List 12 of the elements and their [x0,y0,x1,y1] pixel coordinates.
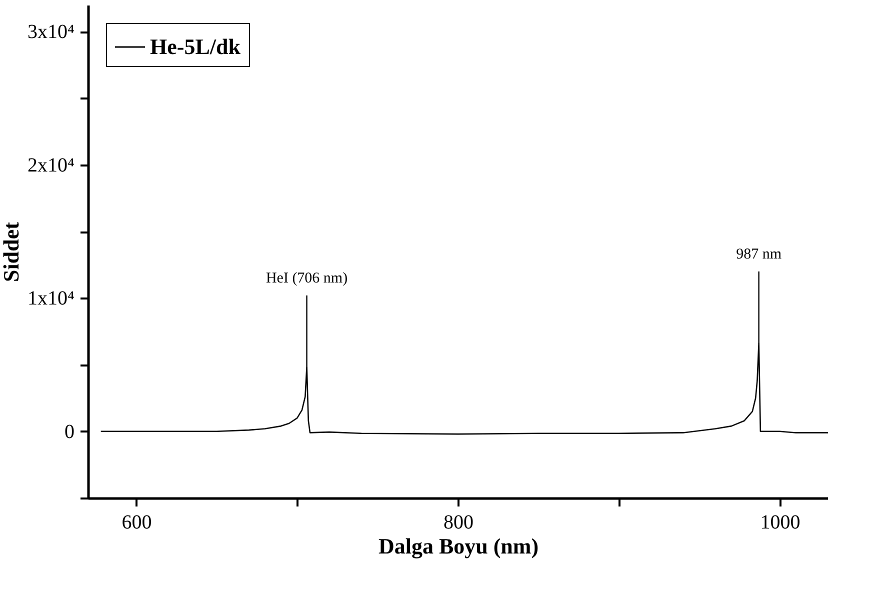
y-tick-label: 2x10⁴ [28,154,75,176]
y-tick-label: 0 [64,420,74,443]
x-tick-label: 800 [444,512,474,534]
y-tick-label: 3x10⁴ [28,21,75,44]
x-tick-label: 600 [122,512,152,534]
y-tick-label: 1x10⁴ [28,288,75,310]
y-axis-title: Siddet [0,221,24,282]
legend-label: He-5L/dk [150,34,242,59]
x-axis-title: Dalga Boyu (nm) [378,534,539,558]
annotation: 987 nm [736,246,782,262]
x-tick-label: 1000 [760,512,800,534]
annotation: HeI (706 nm) [266,270,348,286]
